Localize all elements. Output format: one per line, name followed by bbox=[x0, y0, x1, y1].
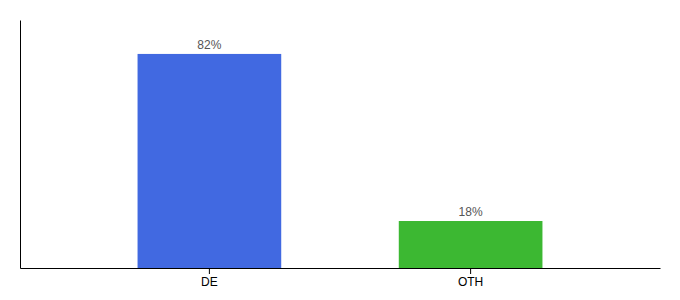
x-tick-label: DE bbox=[201, 275, 218, 289]
x-tick: DE bbox=[201, 268, 218, 289]
y-axis-line bbox=[20, 21, 21, 269]
bar bbox=[138, 54, 282, 268]
x-axis: DE OTH bbox=[21, 268, 661, 289]
chart: DE OTH 82% 18% bbox=[0, 0, 680, 300]
x-tick: OTH bbox=[458, 268, 483, 289]
x-tick-mark bbox=[470, 268, 471, 274]
x-tick-mark bbox=[209, 268, 210, 274]
data-labels: 82% 18% bbox=[197, 38, 483, 219]
data-label: 82% bbox=[197, 38, 221, 52]
plot: DE OTH 82% 18% bbox=[21, 21, 661, 289]
x-axis-line bbox=[21, 268, 661, 269]
x-tick-label: OTH bbox=[458, 275, 483, 289]
y-axis bbox=[20, 21, 21, 269]
bars bbox=[138, 54, 543, 268]
bar bbox=[399, 221, 543, 268]
data-label: 18% bbox=[459, 205, 483, 219]
